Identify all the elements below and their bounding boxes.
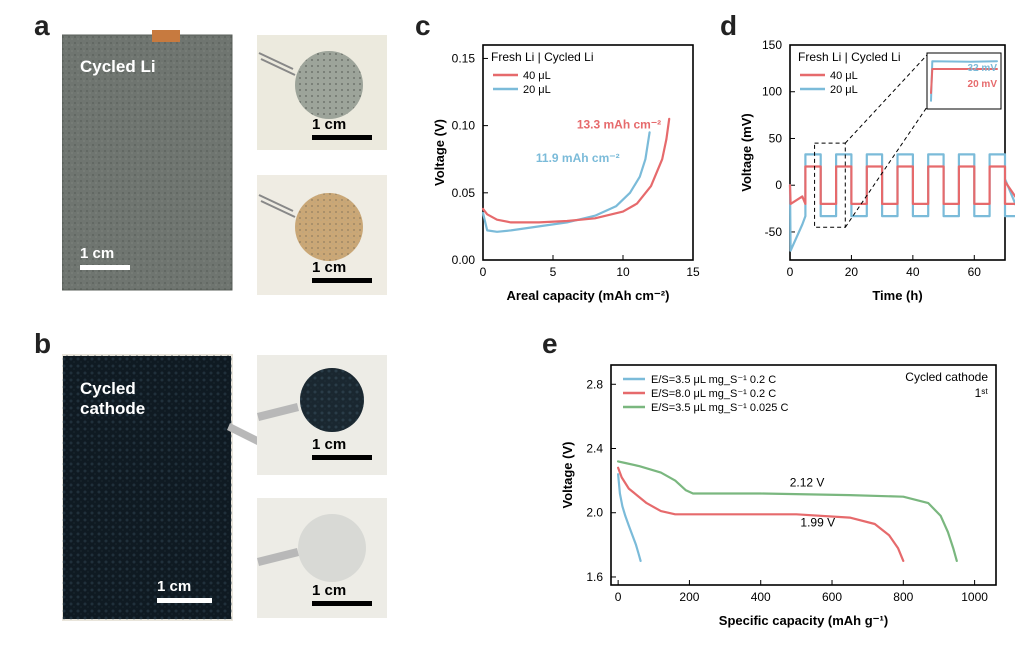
svg-text:1ˢᵗ: 1ˢᵗ — [975, 386, 989, 400]
svg-text:800: 800 — [893, 590, 913, 604]
panel-a-photos: Cycled Li 1 cm 1 cm 1 cm — [62, 30, 397, 315]
svg-text:cathode: cathode — [80, 399, 145, 418]
svg-text:5: 5 — [550, 265, 557, 279]
svg-text:40: 40 — [906, 265, 920, 279]
svg-text:0.10: 0.10 — [452, 119, 476, 133]
svg-text:Cycled: Cycled — [80, 379, 136, 398]
svg-text:2.4: 2.4 — [586, 442, 603, 456]
svg-text:13.3 mAh cm⁻²: 13.3 mAh cm⁻² — [577, 117, 661, 131]
svg-text:-50: -50 — [765, 225, 783, 239]
panel-e-chart: 0 200 400 600 800 1000 1.6 2.0 2.4 2.8 Specific ca… — [556, 350, 1006, 635]
svg-text:50: 50 — [769, 131, 783, 145]
svg-text:Voltage (mV): Voltage (mV) — [739, 113, 754, 192]
svg-text:0: 0 — [787, 265, 794, 279]
svg-text:400: 400 — [751, 590, 771, 604]
svg-text:1 cm: 1 cm — [157, 578, 191, 595]
svg-text:1 cm: 1 cm — [80, 245, 114, 262]
svg-text:150: 150 — [762, 38, 782, 52]
svg-text:32 mV: 32 mV — [968, 63, 998, 74]
svg-text:Voltage (V): Voltage (V) — [560, 442, 575, 509]
svg-text:2.8: 2.8 — [586, 377, 603, 391]
svg-text:Fresh Li | Cycled Li: Fresh Li | Cycled Li — [798, 50, 901, 64]
svg-text:100: 100 — [762, 85, 782, 99]
svg-text:Voltage (V): Voltage (V) — [432, 119, 447, 186]
svg-text:10: 10 — [616, 265, 630, 279]
panel-b-svg: Cycled cathode 1 cm 1 cm 1 cm — [62, 350, 397, 635]
svg-text:60: 60 — [968, 265, 982, 279]
svg-text:Fresh Li | Cycled Li: Fresh Li | Cycled Li — [491, 50, 594, 64]
svg-text:40 μL: 40 μL — [830, 70, 858, 82]
svg-text:Time (h): Time (h) — [872, 288, 922, 303]
svg-text:0.15: 0.15 — [452, 51, 476, 65]
panel-d-chart: 0 20 40 60 -50 0 50 100 150 Time (h) Voltage (mV) F… — [735, 30, 1015, 310]
svg-text:1 cm: 1 cm — [312, 436, 346, 453]
svg-text:1.6: 1.6 — [586, 570, 603, 584]
svg-text:Areal capacity (mAh cm⁻²): Areal capacity (mAh cm⁻²) — [507, 288, 670, 303]
svg-text:2.0: 2.0 — [586, 506, 603, 520]
panel-a-label: a — [34, 10, 50, 42]
panel-a-photo-title: Cycled Li — [80, 57, 156, 76]
svg-text:E/S=3.5 μL mg_S⁻¹ 0.025 C: E/S=3.5 μL mg_S⁻¹ 0.025 C — [651, 402, 788, 414]
svg-text:1 cm: 1 cm — [312, 116, 346, 133]
svg-text:200: 200 — [679, 590, 699, 604]
svg-text:0.05: 0.05 — [452, 186, 476, 200]
svg-text:0: 0 — [480, 265, 487, 279]
panel-c-chart: 0 5 10 15 0.00 0.05 0.10 0.15 Areal capacity (mA… — [428, 30, 703, 310]
svg-text:E/S=8.0 μL mg_S⁻¹ 0.2 C: E/S=8.0 μL mg_S⁻¹ 0.2 C — [651, 388, 776, 400]
svg-text:11.9 mAh cm⁻²: 11.9 mAh cm⁻² — [536, 151, 620, 165]
svg-text:Cycled cathode: Cycled cathode — [905, 370, 988, 384]
svg-text:Specific capacity (mAh g⁻¹): Specific capacity (mAh g⁻¹) — [719, 613, 888, 628]
svg-text:20: 20 — [845, 265, 859, 279]
panel-b-photos: Cycled cathode 1 cm 1 cm 1 cm — [62, 350, 397, 635]
svg-text:1.99 V: 1.99 V — [800, 516, 835, 530]
svg-text:20 mV: 20 mV — [968, 79, 998, 90]
svg-text:20 μL: 20 μL — [830, 84, 858, 96]
svg-text:40 μL: 40 μL — [523, 70, 551, 82]
svg-text:1 cm: 1 cm — [312, 259, 346, 276]
svg-text:20 μL: 20 μL — [523, 84, 551, 96]
svg-text:1 cm: 1 cm — [312, 582, 346, 599]
svg-text:0.00: 0.00 — [452, 253, 476, 267]
svg-text:15: 15 — [686, 265, 700, 279]
svg-text:0: 0 — [615, 590, 622, 604]
svg-text:2.12 V: 2.12 V — [790, 475, 825, 489]
svg-text:0: 0 — [775, 178, 782, 192]
svg-text:1000: 1000 — [961, 590, 988, 604]
panel-b-label: b — [34, 328, 51, 360]
svg-text:E/S=3.5 μL mg_S⁻¹ 0.2 C: E/S=3.5 μL mg_S⁻¹ 0.2 C — [651, 374, 776, 386]
panel-a-svg: Cycled Li 1 cm 1 cm 1 cm — [62, 30, 397, 315]
svg-text:600: 600 — [822, 590, 842, 604]
